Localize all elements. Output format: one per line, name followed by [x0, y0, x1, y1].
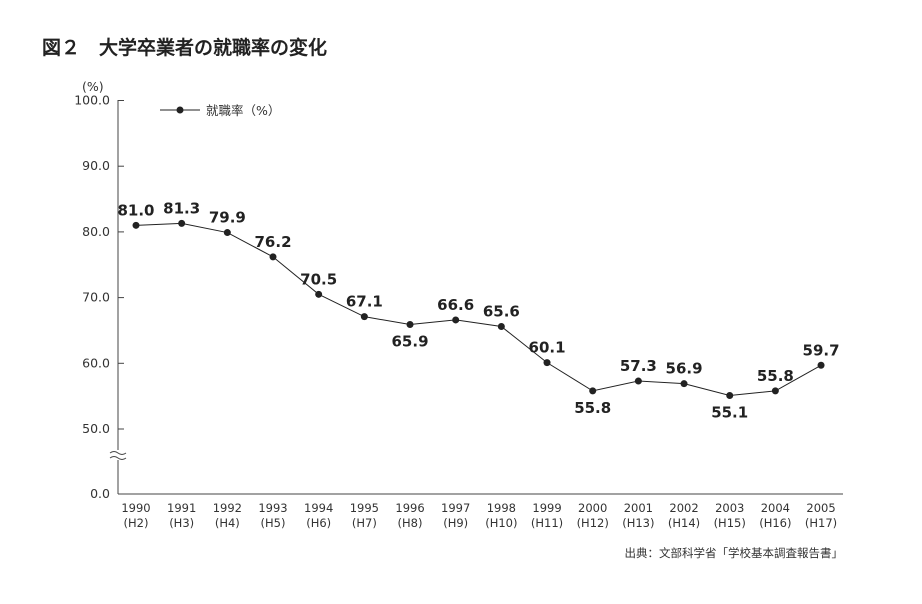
- x-tick-label: 1992: [213, 501, 242, 515]
- data-point: [497, 323, 505, 331]
- data-point: [269, 253, 277, 261]
- x-era-label: (H5): [261, 516, 286, 530]
- data-point: [406, 321, 414, 329]
- data-label: 57.3: [620, 357, 657, 375]
- x-era-label: (H17): [805, 516, 837, 530]
- data-point: [543, 359, 551, 367]
- data-label: 55.8: [574, 399, 611, 417]
- y-tick-label: 80.0: [82, 224, 110, 239]
- data-label: 67.1: [346, 293, 383, 311]
- data-label: 65.6: [483, 303, 520, 321]
- x-tick-label: 2003: [715, 501, 744, 515]
- x-tick-label: 2005: [806, 501, 835, 515]
- y-tick-label: 50.0: [82, 421, 110, 436]
- data-label: 76.2: [255, 233, 292, 251]
- data-label: 65.9: [392, 333, 429, 351]
- x-tick-label: 1993: [258, 501, 287, 515]
- x-era-label: (H13): [622, 516, 654, 530]
- y-tick-label: 90.0: [82, 158, 110, 173]
- x-era-label: (H2): [124, 516, 149, 530]
- x-era-label: (H15): [714, 516, 746, 530]
- x-tick-label: 1995: [350, 501, 379, 515]
- x-tick-label: 1996: [395, 501, 424, 515]
- data-point: [223, 229, 231, 237]
- data-point: [315, 290, 323, 298]
- axis-break-icon: [109, 450, 127, 460]
- data-point: [634, 377, 642, 385]
- series-line: [135, 222, 822, 396]
- x-tick-label: 1994: [304, 501, 333, 515]
- x-tick-label: 1997: [441, 501, 470, 515]
- x-era-label: (H16): [759, 516, 791, 530]
- x-tick-label: 2001: [624, 501, 653, 515]
- y-tick-label: 60.0: [82, 355, 110, 370]
- legend-label: 就職率（%）: [206, 103, 280, 118]
- y-tick-label: 0.0: [90, 486, 110, 501]
- source-note: 出典：文部科学省「学校基本調査報告書」: [625, 546, 844, 560]
- data-point: [178, 219, 186, 227]
- y-tick-label: 70.0: [82, 290, 110, 305]
- data-label: 55.8: [757, 367, 794, 385]
- chart-title: 図２ 大学卒業者の就職率の変化: [42, 36, 327, 59]
- data-point: [452, 316, 460, 324]
- x-tick-label: 2002: [669, 501, 698, 515]
- x-tick-label: 1998: [487, 501, 516, 515]
- x-tick-label: 1999: [532, 501, 561, 515]
- data-point: [132, 221, 140, 229]
- x-era-label: (H10): [485, 516, 517, 530]
- x-era-label: (H11): [531, 516, 563, 530]
- data-label: 59.7: [803, 341, 840, 359]
- legend-marker: [176, 106, 184, 114]
- x-tick-label: 1991: [167, 501, 196, 515]
- x-era-label: (H3): [169, 516, 194, 530]
- data-label: 79.9: [209, 209, 246, 227]
- x-tick-label: 2000: [578, 501, 607, 515]
- data-label: 56.9: [666, 360, 703, 378]
- data-label: 55.1: [711, 403, 748, 421]
- x-era-label: (H8): [398, 516, 423, 530]
- data-point: [589, 387, 597, 395]
- x-era-label: (H9): [443, 516, 468, 530]
- data-point: [680, 380, 688, 388]
- x-era-label: (H7): [352, 516, 377, 530]
- data-point: [726, 391, 734, 399]
- x-era-label: (H14): [668, 516, 700, 530]
- data-point: [360, 313, 368, 321]
- data-label: 81.3: [163, 199, 200, 217]
- data-point: [771, 387, 779, 395]
- legend: 就職率（%）: [160, 103, 280, 118]
- x-era-label: (H6): [306, 516, 331, 530]
- x-tick-label: 1990: [121, 501, 150, 515]
- data-label: 60.1: [529, 339, 566, 357]
- x-tick-label: 2004: [761, 501, 790, 515]
- x-era-label: (H12): [577, 516, 609, 530]
- y-tick-label: 100.0: [74, 93, 110, 108]
- x-era-label: (H4): [215, 516, 240, 530]
- data-label: 81.0: [117, 201, 154, 219]
- data-label: 66.6: [437, 296, 474, 314]
- y-axis-unit: (%): [82, 79, 104, 94]
- data-point: [817, 361, 825, 369]
- data-label: 70.5: [300, 270, 337, 288]
